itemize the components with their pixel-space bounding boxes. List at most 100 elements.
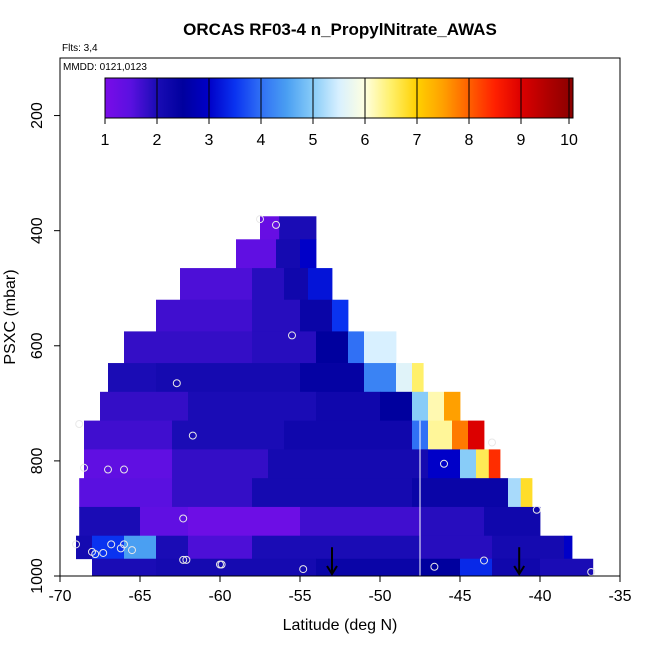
heatmap-cell	[420, 558, 461, 576]
heatmap-cell	[484, 506, 541, 537]
sample-point	[480, 556, 488, 565]
colorbar-tick-label: 9	[517, 132, 526, 149]
heatmap-cell	[188, 506, 301, 537]
heatmap-cell	[172, 420, 285, 450]
sample-point	[75, 420, 84, 429]
colorbar-tick-label: 3	[205, 132, 214, 149]
heatmap-cell	[332, 299, 349, 332]
heatmap-cell	[364, 363, 397, 393]
sample-point	[488, 438, 496, 447]
heatmap-cell	[492, 535, 565, 560]
x-tick-label: -35	[608, 588, 631, 605]
sample-point	[104, 465, 112, 474]
x-tick-label: -50	[368, 588, 391, 605]
sample-point	[172, 379, 181, 388]
heatmap-cell	[260, 216, 280, 240]
x-axis-label: Latitude (deg N)	[283, 617, 398, 634]
sample-point	[99, 548, 108, 557]
heatmap-overlay	[72, 215, 596, 576]
chart-title: ORCAS RF03-4 n_PropylNitrate_AWAS	[183, 20, 497, 39]
sample-point	[532, 505, 541, 514]
heatmap-cell	[252, 535, 421, 560]
heatmap-cell	[84, 420, 173, 450]
heatmap-cell	[140, 506, 189, 537]
heatmap-cell	[79, 506, 141, 537]
heatmap-cell	[300, 506, 421, 537]
sample-point	[107, 540, 116, 549]
sample-point	[256, 215, 264, 224]
sample-point	[188, 431, 197, 440]
heatmap-cell	[444, 391, 461, 421]
heatmap-cell	[172, 449, 269, 479]
heatmap-cell	[420, 535, 493, 560]
sample-point	[288, 331, 296, 340]
heatmap-cell	[156, 363, 301, 393]
heatmap-cell	[79, 478, 173, 508]
heatmap-cell	[488, 449, 501, 479]
heatmap-cell	[460, 558, 493, 576]
x-axis: -70 -65 -60 -55 -50 -45 -40 -35	[48, 576, 632, 605]
colorbar	[104, 77, 574, 119]
heatmap-cell	[92, 535, 125, 560]
colorbar-tick-label: 7	[413, 132, 422, 149]
heatmap-cell	[252, 268, 285, 301]
heatmap-cell	[380, 391, 413, 421]
sample-point	[179, 514, 188, 523]
sample-point	[72, 540, 80, 549]
heatmap-cell	[316, 331, 349, 364]
sample-point	[179, 555, 188, 564]
heatmap-cell	[508, 478, 522, 508]
heatmap-cell	[279, 216, 317, 240]
heatmap-cell	[300, 363, 365, 393]
colorbar-tick-label: 5	[309, 132, 318, 149]
heatmap-cell	[420, 506, 485, 537]
sample-point	[440, 459, 448, 468]
heatmap-cells	[76, 216, 594, 576]
colorbar-tick-label: 2	[153, 132, 162, 149]
heatmap-cell	[92, 558, 157, 576]
colorbar-tick-label: 4	[257, 132, 266, 149]
heatmap-cell	[412, 478, 509, 508]
arrow-head	[326, 565, 338, 576]
heatmap-cell	[412, 363, 424, 393]
y-tick-label: 1000	[29, 558, 46, 594]
heatmap-cell	[428, 420, 453, 450]
heatmap-cell	[308, 268, 333, 301]
sample-point	[120, 540, 128, 549]
sample-point	[587, 567, 596, 576]
heatmap-cell	[236, 239, 277, 269]
sample-point	[272, 220, 280, 229]
heatmap-cell	[412, 391, 429, 421]
arrow-head	[513, 565, 526, 576]
x-tick-label: -70	[48, 588, 71, 605]
heatmap-cell	[476, 449, 490, 479]
colorbar-tick-label: 8	[465, 132, 474, 149]
heatmap-cell	[100, 391, 189, 421]
heatmap-cell	[156, 558, 317, 576]
colorbar-ticks: 1 2 3 4 5 6 7 8 9 10	[101, 78, 578, 149]
heatmap-cell	[316, 391, 381, 421]
y-tick-label: 200	[29, 102, 46, 129]
heatmap-cell	[276, 239, 301, 269]
heatmap-cell	[180, 268, 253, 301]
x-tick-label: -55	[288, 588, 311, 605]
flights-label: Flts: 3,4	[62, 43, 98, 54]
heatmap-cell	[428, 449, 461, 479]
y-tick-label: 600	[29, 332, 46, 359]
y-tick-label: 800	[29, 447, 46, 474]
heatmap-cell	[172, 478, 253, 508]
sample-point	[128, 546, 136, 555]
heatmap-cell	[124, 535, 157, 560]
colorbar-tick-label: 1	[101, 132, 110, 149]
sample-point	[182, 555, 191, 564]
colorbar-tick-label: 10	[560, 132, 578, 149]
heatmap-cell	[252, 478, 413, 508]
sample-point	[80, 463, 88, 472]
heatmap-cell	[156, 299, 253, 332]
heatmap-cell	[428, 391, 445, 421]
heatmap-cell	[252, 331, 317, 364]
y-axis: 200 400 600 800 1000	[29, 102, 60, 594]
sample-point	[91, 550, 100, 559]
heatmap-cell	[84, 449, 173, 479]
